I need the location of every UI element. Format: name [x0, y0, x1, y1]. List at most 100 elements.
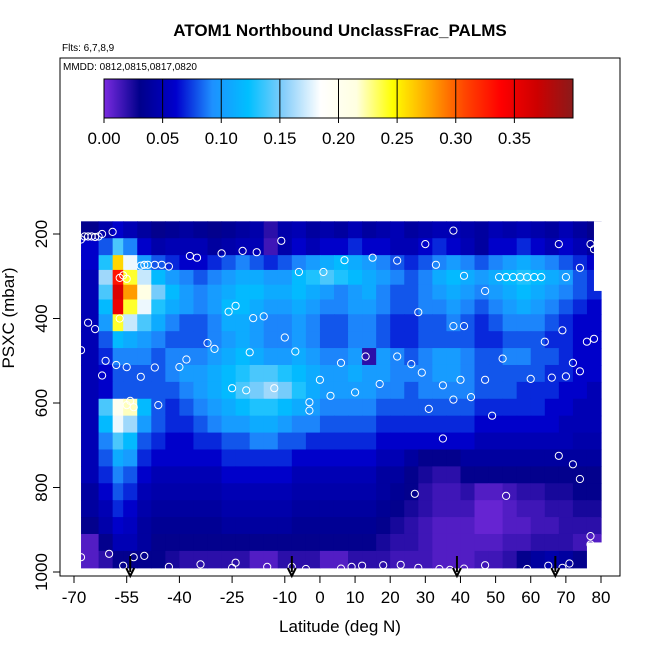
heatmap-cell [165, 398, 180, 417]
heatmap-cell [249, 398, 265, 417]
sample-marker [231, 301, 240, 310]
heatmap-cell [586, 466, 602, 484]
heatmap-cell [235, 449, 251, 467]
sample-marker [561, 273, 571, 282]
sample-marker [315, 375, 324, 384]
heatmap-cell [151, 238, 166, 256]
sample-marker [523, 564, 532, 574]
sample-marker [270, 384, 279, 393]
heatmap-cell [362, 398, 377, 417]
heatmap-cell [249, 483, 265, 501]
heatmap-cell [193, 284, 209, 301]
heatmap-cell [277, 500, 293, 518]
heatmap-cell [98, 255, 114, 271]
heatmap-cell [193, 348, 209, 366]
heatmap-cell [137, 299, 152, 315]
heatmap-cell [263, 466, 279, 484]
heatmap-cell [112, 348, 124, 366]
x-tick-label: 80 [592, 588, 611, 607]
heatmap-cell [348, 415, 363, 434]
heatmap-cell [98, 381, 114, 400]
sample-marker [122, 363, 131, 372]
y-axis-label: PSXC (mbar) [0, 267, 18, 368]
heatmap-cell [474, 398, 490, 417]
heatmap-cell [516, 533, 532, 552]
heatmap-cell [112, 269, 124, 286]
y-tick-label: 600 [32, 389, 51, 417]
heatmap-cell [333, 221, 349, 239]
heatmap-cell [586, 517, 602, 535]
sample-marker [164, 562, 173, 572]
heatmap-cell [291, 364, 307, 383]
heatmap-cell [235, 432, 251, 451]
heatmap-cell [81, 331, 100, 349]
heatmap-cell [263, 348, 279, 366]
sample-marker [192, 253, 202, 262]
heatmap-cell [305, 432, 321, 451]
heatmap-cell [516, 284, 532, 301]
heatmap-cell [81, 364, 100, 383]
heatmap-cell [81, 483, 100, 501]
heatmap-cell [586, 364, 602, 383]
heatmap-cell [305, 415, 321, 434]
heatmap-cell [376, 381, 391, 400]
heatmap-cell [586, 299, 602, 315]
heatmap-cell [207, 299, 223, 315]
heatmap-cell [516, 449, 532, 467]
heatmap-cell [333, 500, 349, 518]
heatmap-cell [460, 432, 476, 451]
heatmap-cell [404, 364, 419, 383]
heatmap-cell [165, 550, 180, 569]
heatmap-cell [235, 255, 251, 271]
sample-marker [540, 337, 549, 346]
heatmap-cell [460, 348, 476, 366]
heatmap-cell [418, 517, 433, 535]
heatmap-cell [319, 364, 335, 383]
heatmap-cell [558, 255, 574, 271]
heatmap-cell [249, 299, 265, 315]
heatmap-cell [586, 398, 602, 417]
heatmap-cell [165, 299, 180, 315]
heatmap-cell [98, 432, 114, 451]
y-tick-label: 800 [32, 473, 51, 501]
heatmap-cell [488, 348, 504, 366]
heatmap-cell [263, 500, 279, 518]
sample-marker [326, 391, 335, 400]
heatmap-cell [193, 364, 209, 383]
sample-marker [252, 248, 261, 257]
heatmap-cell [404, 284, 419, 301]
heatmap-cell [572, 299, 588, 315]
x-tick-label: -40 [167, 588, 192, 607]
heatmap-cell [432, 348, 448, 366]
heatmap-cell [390, 533, 405, 552]
heatmap-cell [207, 398, 223, 417]
heatmap-cell [123, 255, 138, 271]
heatmap-cell [319, 466, 335, 484]
heatmap-cell [530, 483, 546, 501]
heatmap-cell [390, 466, 405, 484]
heatmap-cell [235, 500, 251, 518]
heatmap-cell [530, 299, 546, 315]
colorbar-tick-label: 0.25 [381, 129, 414, 148]
heatmap-cell [221, 483, 237, 501]
heatmap-cell [502, 415, 518, 434]
heatmap-cell [502, 364, 518, 383]
heatmap-cell [404, 432, 419, 451]
heatmap-cell [81, 466, 100, 484]
heatmap-cell [81, 221, 100, 239]
heatmap-cell [319, 415, 335, 434]
heatmap-cell [362, 331, 377, 349]
sample-marker [280, 333, 289, 342]
heatmap-cell [333, 466, 349, 484]
sample-marker [414, 563, 423, 572]
sample-marker [558, 326, 567, 335]
heatmap-cell [348, 500, 363, 518]
heatmap-cell [112, 284, 124, 301]
heatmap-cell [474, 381, 490, 400]
heatmap-cell [179, 381, 195, 400]
heatmap-cell [586, 415, 602, 434]
heatmap-cell [544, 221, 560, 239]
heatmap-cell [98, 398, 114, 417]
y-tick-label: 1000 [32, 553, 51, 591]
